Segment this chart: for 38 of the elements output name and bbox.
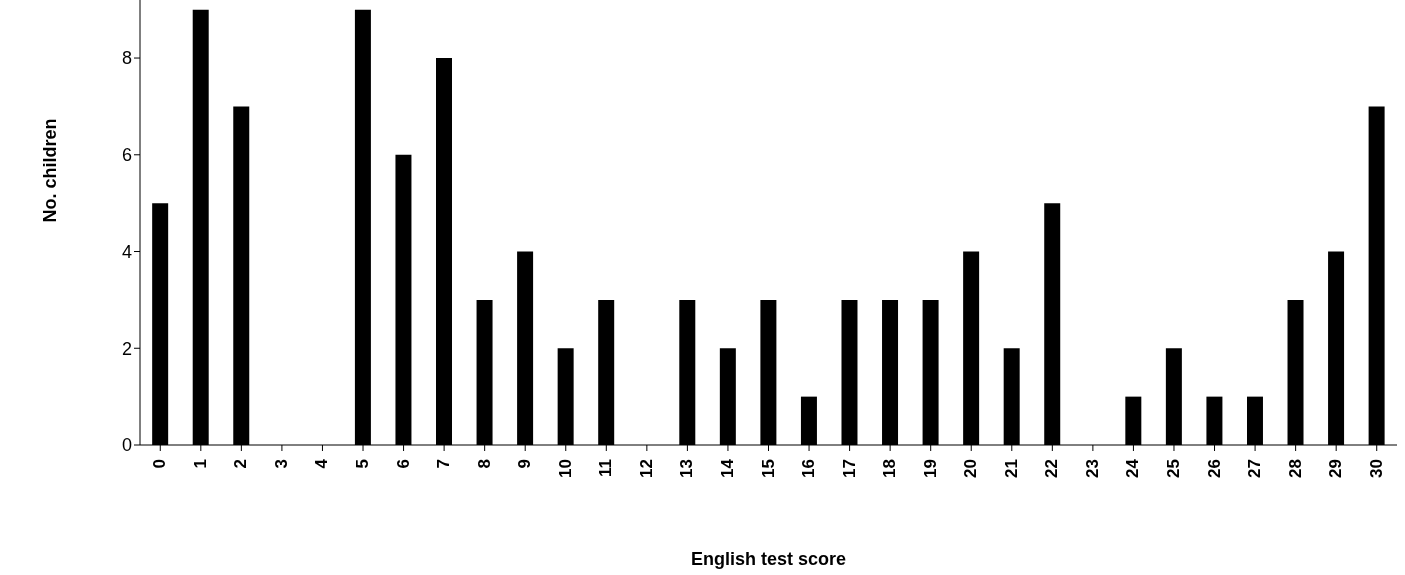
x-tick-label: 21 [1001,459,1021,478]
y-tick-label: 0 [121,435,132,456]
x-tick-label: 14 [717,458,737,478]
y-tick-label: 4 [121,241,132,262]
y-tick-label: 6 [121,145,132,166]
x-tick-label: 2 [231,459,251,469]
x-tick-label: 0 [150,459,170,469]
x-axis-title: English test score [690,549,847,569]
x-tick-label: 19 [920,459,940,478]
x-tick-label: 18 [880,459,900,478]
x-tick-label: 27 [1245,459,1265,478]
y-tick-label: 2 [121,338,132,359]
x-tick-label: 30 [1366,459,1386,478]
x-tick-label: 8 [474,459,494,469]
x-tick-label: 3 [271,459,291,469]
x-tick-label: 1 [190,459,210,469]
x-tick-label: 23 [1082,459,1102,478]
y-tick-label: 8 [121,48,132,69]
x-tick-label: 16 [799,459,819,478]
x-tick-label: 7 [434,459,454,469]
x-tick-label: 6 [393,459,413,469]
x-tick-label: 28 [1285,459,1305,478]
x-tick-label: 25 [1163,459,1183,478]
x-tick-label: 20 [961,459,981,478]
y-axis-title: No. children [40,118,61,223]
x-tick-label: 13 [677,459,697,478]
x-tick-label: 10 [555,459,575,478]
x-tick-label: 5 [353,459,373,469]
x-tick-label: 26 [1204,459,1224,478]
x-tick-label: 15 [758,459,778,478]
x-tick-label: 22 [1042,459,1062,478]
x-tick-label: 24 [1123,458,1143,478]
x-tick-label: 4 [312,458,332,469]
x-tick-label: 17 [839,459,859,478]
x-tick-label: 11 [596,459,616,477]
x-tick-label: 9 [515,459,535,469]
x-tick-label: 12 [636,459,656,478]
x-tick-label: 29 [1326,459,1346,478]
